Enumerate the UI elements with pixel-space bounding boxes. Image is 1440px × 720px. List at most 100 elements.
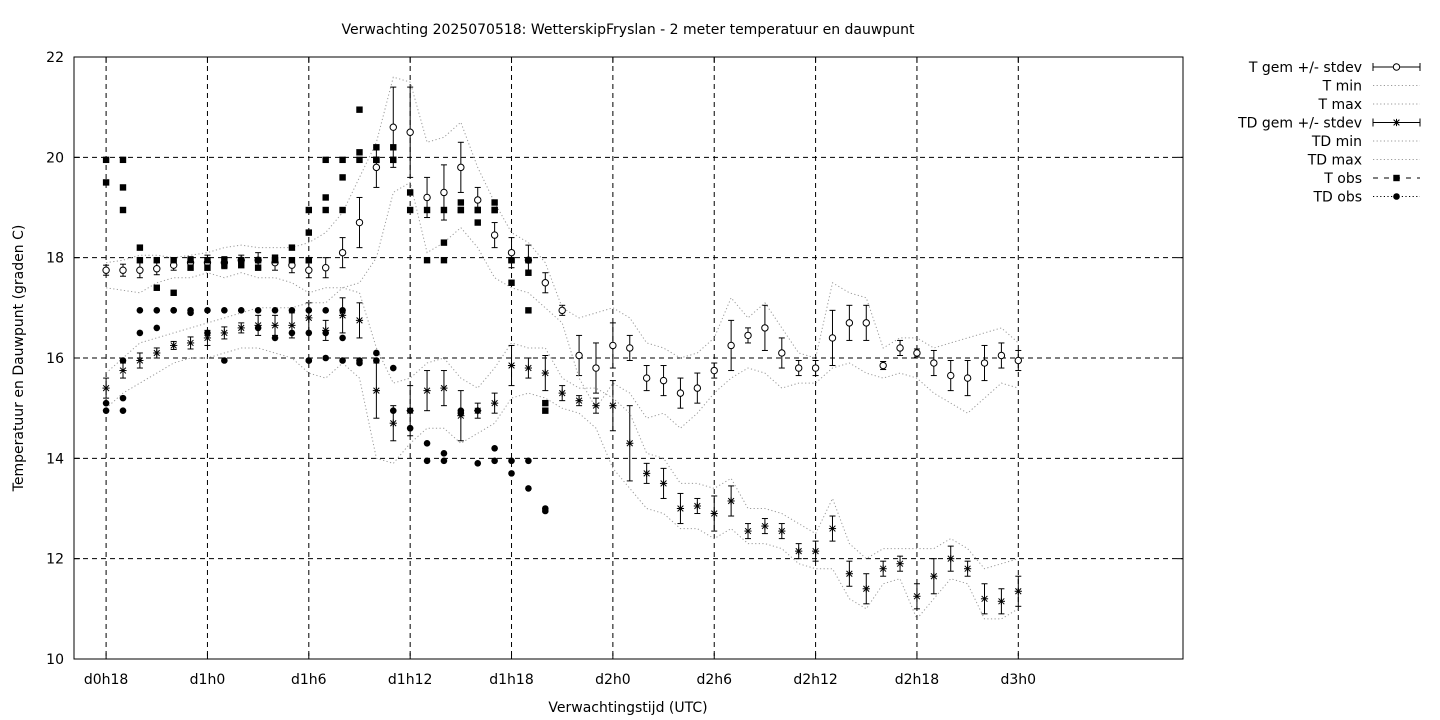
x-tick-label: d2h0	[595, 672, 631, 688]
data-point	[693, 384, 702, 392]
data-point	[102, 407, 110, 414]
data-point	[389, 407, 397, 414]
series-line	[105, 347, 1019, 620]
data-point	[288, 307, 296, 314]
legend-label: T max	[1317, 97, 1362, 113]
data-point	[913, 592, 921, 600]
legend-item-td-gem-stdev: TD gem +/- stdev	[1237, 116, 1421, 132]
data-point	[423, 387, 431, 395]
data-point	[339, 357, 346, 364]
data-point	[693, 502, 701, 510]
data-point	[305, 256, 313, 264]
y-tick-label: 18	[46, 251, 64, 267]
data-point	[406, 128, 414, 136]
data-point	[373, 357, 380, 364]
data-point	[761, 522, 769, 530]
data-point	[626, 344, 634, 352]
data-point	[170, 307, 177, 314]
data-point	[221, 261, 228, 269]
data-point	[744, 527, 752, 535]
data-point	[339, 174, 346, 181]
data-point	[710, 366, 718, 375]
legend-marker	[1393, 193, 1400, 200]
legend-label: TD max	[1307, 153, 1362, 169]
data-point	[305, 329, 313, 337]
data-point	[203, 334, 212, 342]
data-point	[862, 585, 870, 593]
data-point	[187, 264, 194, 271]
data-point	[727, 497, 735, 505]
legend-label: TD min	[1311, 134, 1362, 150]
x-tick-label: d2h6	[696, 672, 732, 688]
data-point	[609, 402, 617, 410]
data-point	[153, 349, 161, 357]
data-point	[254, 307, 262, 314]
data-point	[406, 206, 414, 214]
y-axis-label: Temperatuur en Dauwpunt (graden C)	[11, 225, 27, 493]
data-point	[811, 547, 820, 555]
data-point	[440, 384, 448, 392]
data-point	[778, 349, 786, 357]
data-point	[761, 324, 769, 332]
data-point	[389, 123, 397, 131]
data-point	[423, 206, 431, 214]
legend-item-td-obs: TD obs	[1312, 190, 1420, 206]
data-point	[744, 331, 752, 340]
series-td-obs	[102, 307, 549, 515]
data-point	[642, 374, 651, 382]
data-point	[390, 144, 397, 151]
data-point	[491, 199, 498, 206]
data-point	[930, 359, 938, 367]
data-point	[457, 199, 465, 206]
data-point	[440, 188, 448, 197]
data-point	[119, 357, 127, 364]
y-tick-label: 20	[46, 150, 64, 166]
data-point	[474, 460, 482, 467]
data-point	[339, 307, 346, 314]
data-point	[254, 264, 262, 271]
data-point	[811, 364, 820, 372]
data-point	[963, 374, 972, 382]
data-point	[254, 324, 262, 332]
data-point	[423, 457, 431, 465]
data-point	[271, 254, 279, 261]
legend-label: TD gem +/- stdev	[1237, 116, 1362, 132]
data-point	[102, 399, 110, 407]
data-point	[541, 279, 550, 287]
data-point	[964, 565, 972, 573]
data-point	[508, 470, 515, 477]
data-point	[828, 524, 837, 533]
data-point	[542, 507, 549, 515]
data-point	[440, 206, 448, 214]
data-point	[997, 351, 1006, 360]
legend: T gem +/- stdev T min T max TD gem +/- stde…	[1237, 60, 1421, 206]
data-point	[339, 334, 346, 342]
data-point	[153, 256, 160, 264]
series-td-min	[105, 347, 1019, 620]
data-point	[474, 219, 481, 226]
data-point	[457, 163, 465, 172]
data-point	[508, 457, 515, 465]
data-point	[795, 547, 803, 555]
data-point	[794, 364, 803, 372]
data-point	[136, 356, 144, 365]
data-point	[440, 457, 448, 465]
data-point	[913, 349, 921, 357]
x-tick-label: d3h0	[1001, 672, 1037, 688]
y-tick-label: 16	[46, 351, 64, 367]
legend-marker	[1393, 174, 1400, 182]
x-tick-label: d1h6	[291, 672, 327, 688]
data-point	[305, 314, 313, 322]
data-point	[491, 399, 499, 407]
legend-label: T obs	[1323, 171, 1362, 187]
data-point	[457, 409, 465, 417]
data-point	[338, 248, 347, 257]
legend-marker	[1392, 118, 1401, 127]
data-point	[238, 256, 245, 264]
data-point	[204, 256, 211, 264]
data-point	[136, 266, 144, 274]
data-point	[136, 329, 144, 337]
axis-ticks: 10 12 14 16 18 20 22 d0h18 d1h0 d1h6 d1h12 d1h18 d2h…	[46, 50, 1183, 688]
data-point	[947, 555, 955, 563]
chart-title: Verwachting 2025070518: WetterskipFrysla…	[342, 22, 915, 38]
